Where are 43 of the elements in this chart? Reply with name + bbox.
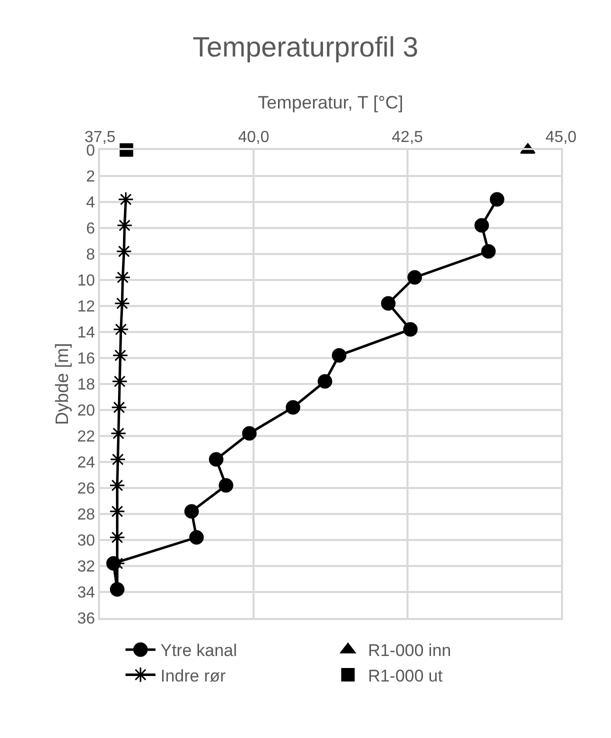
legend-label: R1-000 ut <box>368 666 443 686</box>
point <box>286 400 300 415</box>
y-tick-label: 4 <box>86 194 96 212</box>
point <box>332 348 346 363</box>
point <box>381 296 396 311</box>
point <box>218 478 234 493</box>
y-tick-label: 10 <box>77 272 96 290</box>
y-tick-label: 36 <box>77 610 96 628</box>
point <box>490 192 504 207</box>
y-tick-label: 12 <box>77 298 96 316</box>
point <box>407 270 422 285</box>
point <box>118 191 134 208</box>
point <box>474 218 489 233</box>
point <box>184 504 199 519</box>
point <box>208 452 224 467</box>
point <box>189 530 204 545</box>
y-tick-label: 18 <box>77 376 96 394</box>
y-tick-label: 32 <box>77 558 96 576</box>
point <box>242 426 257 441</box>
y-tick-label: 8 <box>86 246 96 264</box>
y-axis-title: Dybde [m] <box>52 342 72 426</box>
point <box>403 322 418 337</box>
y-tick-label: 28 <box>77 506 96 524</box>
legend-label: Indre rør <box>160 666 226 686</box>
x-tick-label: 42,5 <box>392 128 423 146</box>
x-axis-title: Temperatur, T [°C] <box>258 92 404 113</box>
chart-title: Temperaturprofil 3 <box>192 32 418 62</box>
x-tick-label: 40,0 <box>238 128 270 146</box>
point <box>481 244 496 259</box>
legend-label: Ytre kanal <box>160 641 238 660</box>
y-tick-label: 30 <box>77 532 96 550</box>
y-tick-label: 20 <box>77 402 96 420</box>
y-tick-label: 16 <box>77 350 96 368</box>
y-tick-label: 2 <box>86 168 96 186</box>
point <box>318 374 332 389</box>
legend-label: R1-000 inn <box>368 641 452 660</box>
y-tick-label: 26 <box>77 480 96 498</box>
y-tick-label: 34 <box>77 584 96 602</box>
y-tick-label: 24 <box>77 454 96 472</box>
y-tick-label: 6 <box>86 220 96 238</box>
y-tick-label: 22 <box>77 428 96 446</box>
y-tick-label: 14 <box>77 324 96 342</box>
x-tick-label: 45,0 <box>545 128 577 146</box>
